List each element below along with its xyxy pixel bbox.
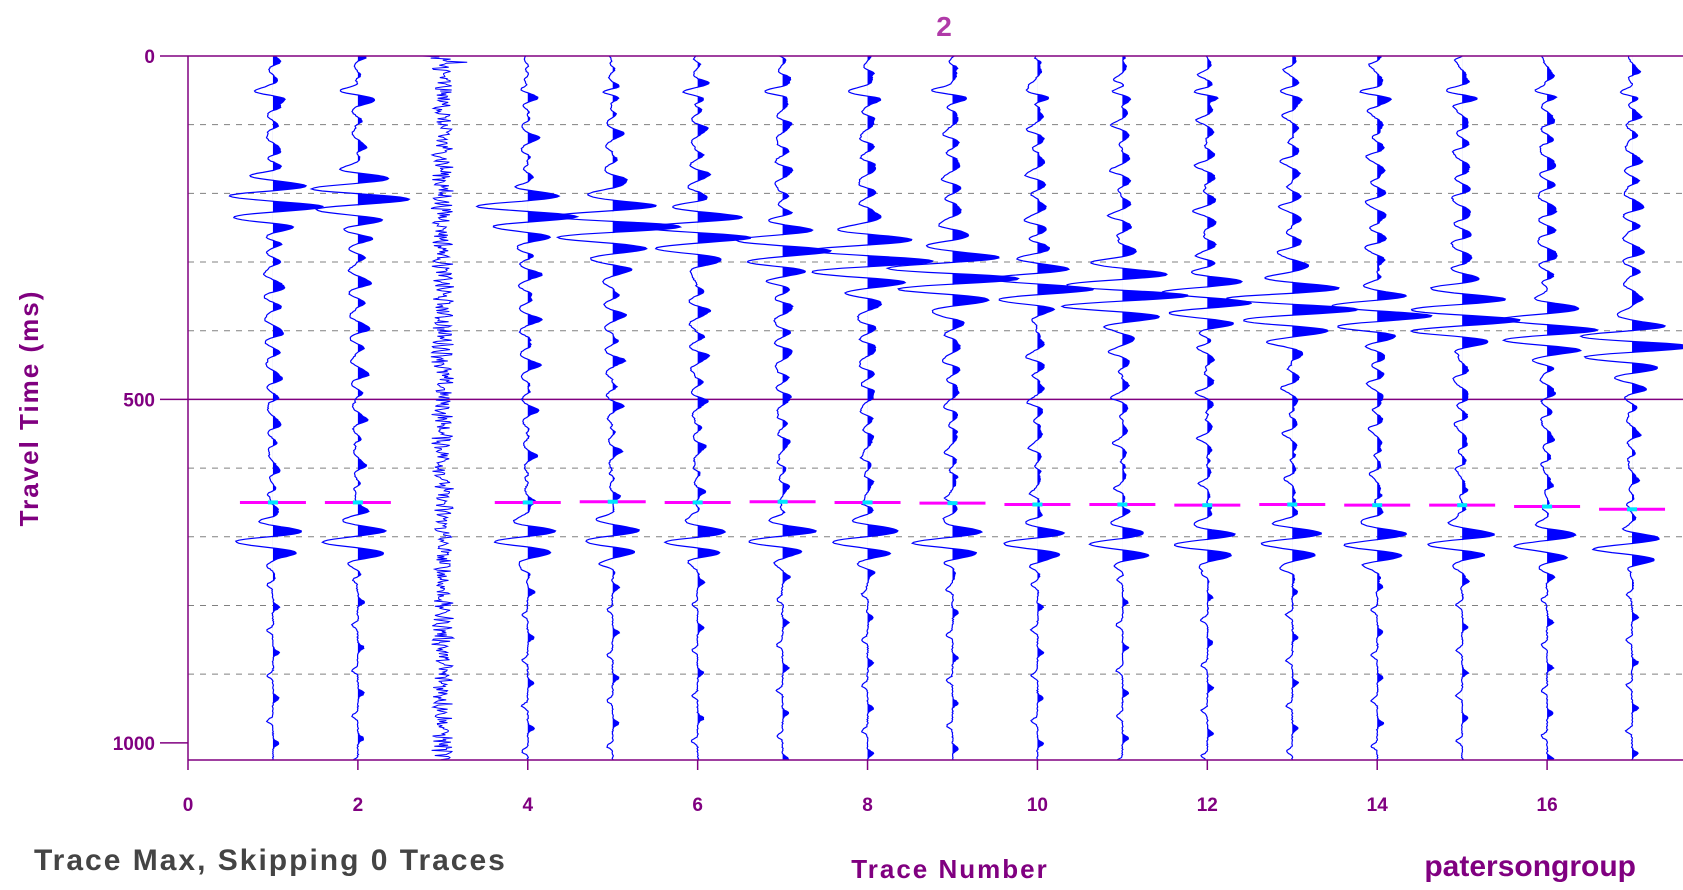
trace-wiggle — [1161, 55, 1253, 760]
trace-wiggle — [643, 55, 752, 760]
y-tick-label: 500 — [123, 390, 155, 411]
footer-company: patersongroup — [1424, 850, 1636, 883]
trace-wiggle — [988, 55, 1095, 761]
x-tick-label: 14 — [1367, 795, 1389, 816]
trace-wiggle — [552, 55, 683, 761]
trace-wiggle — [735, 55, 833, 761]
trace-fill — [952, 56, 1019, 760]
footer-skip-info: Trace Max, Skipping 0 Traces — [34, 844, 507, 877]
trace-fill — [1462, 56, 1520, 760]
trace-wiggle — [475, 55, 580, 761]
trace-fill — [272, 56, 323, 760]
trace-wiggle — [1409, 55, 1521, 760]
chart-title: 2 — [936, 11, 952, 42]
x-tick-label: 4 — [522, 795, 533, 816]
trace-wiggle — [806, 55, 934, 761]
grid-layer — [188, 124, 1683, 675]
trace-fill — [357, 56, 410, 760]
x-tick-label: 0 — [183, 795, 194, 816]
trace-fill — [1547, 56, 1598, 760]
x-tick-label: 2 — [353, 795, 364, 816]
trace-fill — [782, 56, 831, 760]
trace-wiggle — [885, 55, 1020, 760]
y-tick-label: 0 — [144, 47, 155, 68]
trace-wiggle — [309, 55, 411, 761]
trace-layer — [228, 55, 1683, 761]
trace-fill — [1377, 56, 1432, 760]
trace-fill — [527, 56, 578, 760]
x-axis-title: Trace Number — [851, 854, 1048, 884]
x-tick-label: 6 — [692, 795, 703, 816]
x-tick-label: 10 — [1027, 795, 1048, 816]
pick-layer — [239, 499, 1666, 512]
trace-fill — [1207, 56, 1252, 760]
trace-fill — [1632, 56, 1683, 760]
x-tick-label: 12 — [1197, 795, 1218, 816]
trace-wiggle — [422, 55, 468, 761]
trace-wiggle — [1499, 55, 1600, 761]
trace-wiggle — [1060, 55, 1190, 761]
trace-wiggle — [1330, 55, 1433, 760]
trace-wiggle — [228, 55, 325, 760]
axis-layer: 0 2 4 6 8 10 12 14 16 0 500 1000 — [113, 47, 1683, 816]
trace-fill — [1292, 56, 1358, 760]
y-tick-label: 1000 — [113, 734, 155, 755]
trace-wiggle — [1579, 55, 1683, 761]
trace-fill — [697, 56, 751, 760]
x-tick-label: 16 — [1537, 795, 1558, 816]
x-tick-label: 8 — [862, 795, 873, 816]
trace-fill — [1037, 56, 1094, 760]
y-axis-title: Travel Time (ms) — [14, 290, 44, 527]
trace-fill — [867, 56, 933, 760]
trace-fill — [1122, 56, 1189, 760]
trace-wiggle — [1225, 55, 1360, 761]
